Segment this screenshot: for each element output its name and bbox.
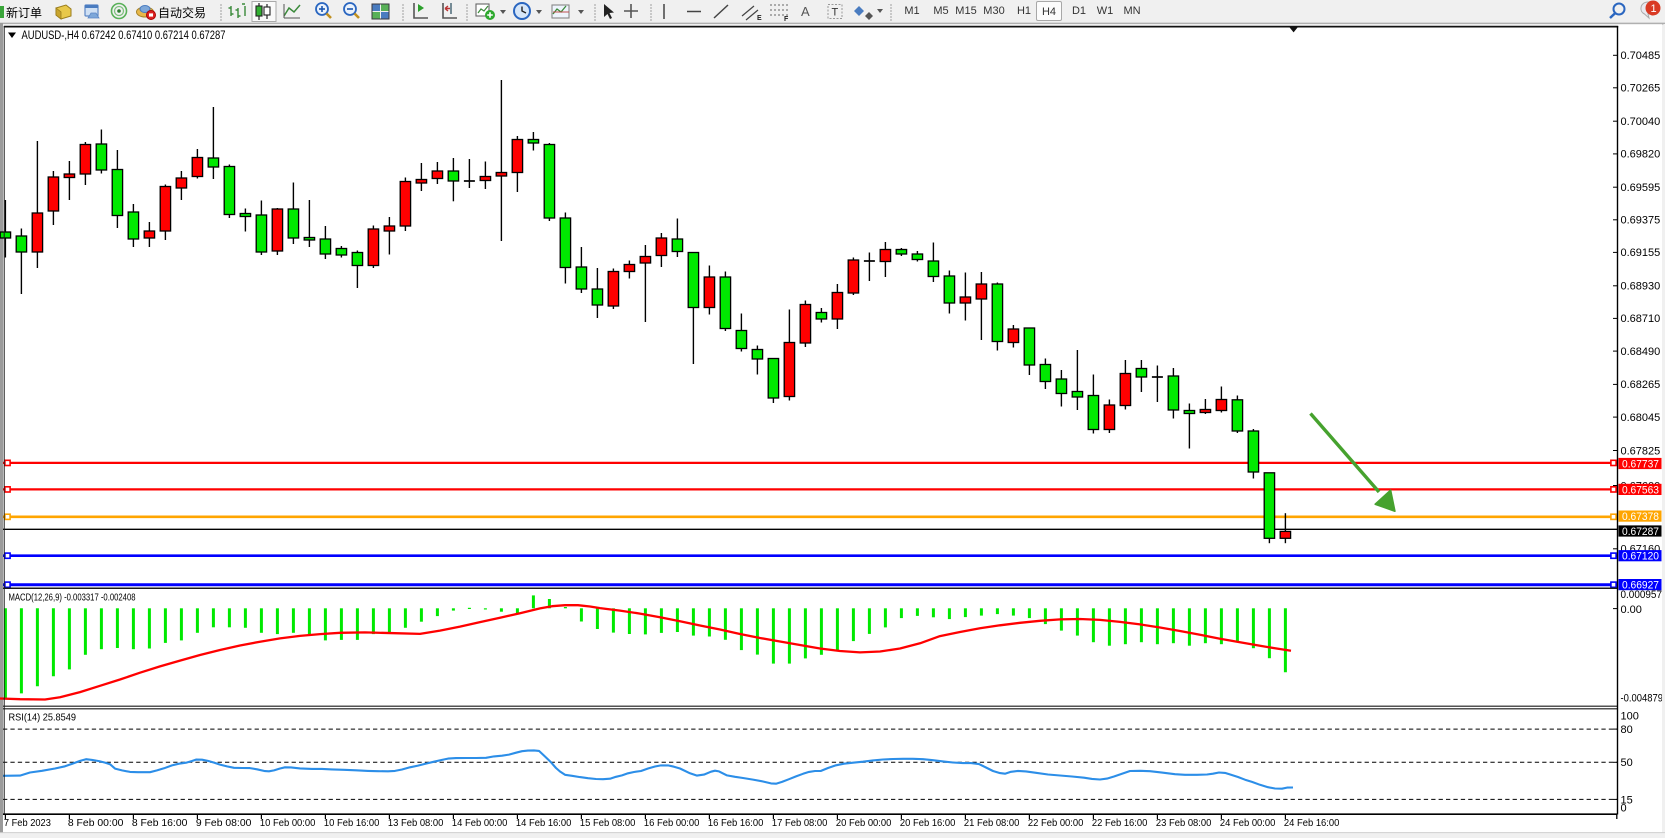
svg-text:15 Feb 08:00: 15 Feb 08:00 (580, 817, 636, 829)
svg-text:0.69375: 0.69375 (1621, 215, 1661, 227)
svg-text:24 Feb 00:00: 24 Feb 00:00 (1220, 817, 1276, 829)
svg-text:22 Feb 16:00: 22 Feb 16:00 (1092, 817, 1148, 829)
svg-text:0.67825: 0.67825 (1621, 445, 1661, 457)
svg-text:0.68265: 0.68265 (1621, 379, 1661, 391)
svg-text:F: F (784, 16, 789, 23)
svg-text:E: E (757, 15, 762, 22)
svg-text:0.00: 0.00 (1621, 604, 1642, 616)
svg-text:0.68710: 0.68710 (1621, 313, 1661, 325)
svg-text:0.70265: 0.70265 (1621, 83, 1661, 95)
svg-text:RSI(14) 25.8549: RSI(14) 25.8549 (9, 711, 77, 723)
svg-text:0.70485: 0.70485 (1621, 50, 1661, 62)
svg-text:8 Feb 16:00: 8 Feb 16:00 (132, 817, 188, 829)
svg-text:0: 0 (1621, 802, 1627, 814)
svg-text:T: T (832, 7, 839, 19)
svg-text:8 Feb 00:00: 8 Feb 00:00 (68, 817, 124, 829)
svg-text:24 Feb 16:00: 24 Feb 16:00 (1284, 817, 1340, 829)
svg-text:0.69595: 0.69595 (1621, 182, 1661, 194)
svg-text:1: 1 (1651, 3, 1657, 15)
svg-text:0.68045: 0.68045 (1621, 412, 1661, 424)
svg-text:16 Feb 16:00: 16 Feb 16:00 (708, 817, 764, 829)
svg-text:0.67737: 0.67737 (1622, 459, 1659, 471)
svg-text:14 Feb 16:00: 14 Feb 16:00 (516, 817, 572, 829)
svg-text:14 Feb 00:00: 14 Feb 00:00 (452, 817, 508, 829)
svg-text:23 Feb 08:00: 23 Feb 08:00 (1156, 817, 1212, 829)
svg-text:A: A (801, 4, 810, 19)
svg-text:15: 15 (1621, 795, 1633, 807)
svg-text:AUDUSD-,H4 0.67242 0.67410 0.: AUDUSD-,H4 0.67242 0.67410 0.67214 0.672… (22, 30, 226, 42)
svg-text:16 Feb 00:00: 16 Feb 00:00 (644, 817, 700, 829)
svg-text:0.68930: 0.68930 (1621, 281, 1661, 293)
svg-text:0.68490: 0.68490 (1621, 346, 1661, 358)
svg-text:9 Feb 08:00: 9 Feb 08:00 (196, 817, 252, 829)
svg-text:MACD(12,26,9) -0.003317 -0.002: MACD(12,26,9) -0.003317 -0.002408 (9, 591, 136, 603)
svg-text:0.67378: 0.67378 (1622, 511, 1659, 523)
svg-text:13 Feb 08:00: 13 Feb 08:00 (388, 817, 444, 829)
svg-text:21 Feb 08:00: 21 Feb 08:00 (964, 817, 1020, 829)
svg-text:0.70040: 0.70040 (1621, 116, 1661, 128)
svg-text:0.000957: 0.000957 (1621, 589, 1663, 601)
svg-text:0.69155: 0.69155 (1621, 247, 1661, 259)
svg-text:10 Feb 00:00: 10 Feb 00:00 (260, 817, 316, 829)
svg-text:0.67120: 0.67120 (1622, 551, 1659, 563)
svg-text:0.69820: 0.69820 (1621, 149, 1661, 161)
svg-text:0.67287: 0.67287 (1622, 526, 1659, 538)
svg-text:0.67563: 0.67563 (1622, 484, 1659, 496)
svg-text:0.66927: 0.66927 (1622, 580, 1659, 592)
svg-text:-0.004879: -0.004879 (1621, 693, 1664, 705)
svg-text:100: 100 (1621, 710, 1639, 722)
svg-text:10 Feb 16:00: 10 Feb 16:00 (324, 817, 380, 829)
svg-text:20 Feb 16:00: 20 Feb 16:00 (900, 817, 956, 829)
svg-text:50: 50 (1621, 757, 1633, 769)
svg-text:80: 80 (1621, 724, 1633, 736)
svg-text:20 Feb 00:00: 20 Feb 00:00 (836, 817, 892, 829)
svg-text:7 Feb 2023: 7 Feb 2023 (4, 817, 51, 829)
svg-text:17 Feb 08:00: 17 Feb 08:00 (772, 817, 828, 829)
svg-text:22 Feb 00:00: 22 Feb 00:00 (1028, 817, 1084, 829)
